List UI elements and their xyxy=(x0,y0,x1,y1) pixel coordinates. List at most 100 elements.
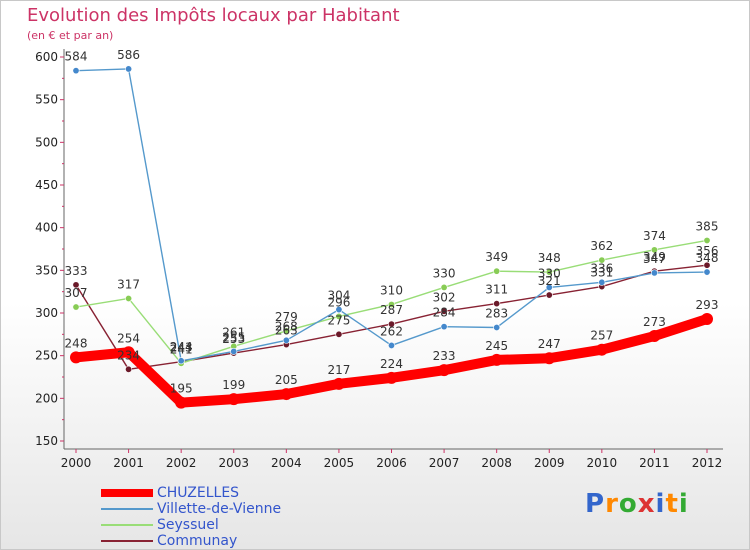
data-label-villette-de-vienne: 304 xyxy=(327,289,350,303)
x-tick-label: 2005 xyxy=(324,456,355,470)
data-label-villette-de-vienne: 244 xyxy=(170,340,193,354)
data-label-communay: 253 xyxy=(222,332,245,346)
data-label-communay: 356 xyxy=(696,244,719,258)
data-label-chuzelles: 233 xyxy=(433,349,456,363)
legend-item: Seyssuel xyxy=(101,517,361,533)
data-label-chuzelles: 245 xyxy=(485,339,508,353)
data-label-chuzelles: 217 xyxy=(327,363,350,377)
legend-item: Villette-de-Vienne xyxy=(101,501,361,517)
data-point-villette-de-vienne xyxy=(650,269,658,277)
x-tick-label: 2007 xyxy=(429,456,460,470)
x-tick-label: 2012 xyxy=(692,456,723,470)
data-point-villette-de-vienne xyxy=(125,65,133,73)
logo-letter: x xyxy=(637,489,656,519)
legend-label: CHUZELLES xyxy=(157,485,240,501)
data-point-chuzelles xyxy=(175,396,188,409)
data-point-villette-de-vienne xyxy=(440,323,448,331)
data-point-chuzelles xyxy=(648,330,661,343)
y-tick-label: 400 xyxy=(35,221,58,235)
data-label-villette-de-vienne: 268 xyxy=(275,319,298,333)
legend-label: Seyssuel xyxy=(157,517,219,533)
data-point-communay xyxy=(440,307,448,315)
data-point-villette-de-vienne xyxy=(230,347,238,355)
data-label-seyssuel: 362 xyxy=(590,239,613,253)
data-label-villette-de-vienne: 330 xyxy=(538,266,561,280)
data-label-seyssuel: 317 xyxy=(117,277,140,291)
chart-subtitle: (en € et par an) xyxy=(27,29,114,42)
series-layer xyxy=(70,65,713,409)
data-point-seyssuel xyxy=(545,268,553,276)
data-point-communay xyxy=(493,300,501,308)
x-tick-label: 2002 xyxy=(166,456,197,470)
proxiti-logo: Proxiti xyxy=(585,489,689,519)
legend-item: CHUZELLES xyxy=(101,485,361,501)
data-label-chuzelles: 224 xyxy=(380,357,403,371)
data-point-seyssuel xyxy=(598,256,606,264)
data-point-chuzelles xyxy=(438,364,451,377)
data-point-villette-de-vienne xyxy=(703,268,711,276)
data-label-communay: 287 xyxy=(380,303,403,317)
data-label-communay: 275 xyxy=(327,313,350,327)
data-label-communay: 263 xyxy=(275,324,298,338)
data-label-seyssuel: 374 xyxy=(643,229,666,243)
data-label-seyssuel: 385 xyxy=(696,219,719,233)
data-point-seyssuel xyxy=(440,283,448,291)
x-tick-label: 2009 xyxy=(534,456,565,470)
data-label-villette-de-vienne: 255 xyxy=(222,330,245,344)
data-label-villette-de-vienne: 347 xyxy=(643,252,666,266)
y-tick-label: 450 xyxy=(35,178,58,192)
y-tick-label: 150 xyxy=(35,434,58,448)
data-point-seyssuel xyxy=(72,303,80,311)
x-tick-label: 2008 xyxy=(481,456,512,470)
data-label-villette-de-vienne: 336 xyxy=(590,261,613,275)
data-point-villette-de-vienne xyxy=(282,336,290,344)
data-label-seyssuel: 241 xyxy=(170,342,193,356)
data-point-chuzelles xyxy=(385,371,398,384)
data-point-communay xyxy=(703,261,711,269)
data-point-seyssuel xyxy=(493,267,501,275)
data-point-communay xyxy=(72,281,80,289)
data-point-villette-de-vienne xyxy=(598,278,606,286)
data-point-villette-de-vienne xyxy=(545,283,553,291)
data-label-communay: 331 xyxy=(590,266,613,280)
data-label-villette-de-vienne: 284 xyxy=(433,306,456,320)
data-label-villette-de-vienne: 262 xyxy=(380,324,403,338)
data-point-chuzelles xyxy=(332,377,345,390)
data-label-communay: 243 xyxy=(170,341,193,355)
data-point-seyssuel xyxy=(335,312,343,320)
x-tick-label: 2000 xyxy=(61,456,92,470)
data-label-communay: 234 xyxy=(117,348,140,362)
data-label-villette-de-vienne: 586 xyxy=(117,48,140,62)
data-label-communay: 349 xyxy=(643,250,666,264)
data-point-villette-de-vienne xyxy=(72,67,80,75)
data-point-communay xyxy=(545,291,553,299)
data-label-communay: 321 xyxy=(538,274,561,288)
data-point-communay xyxy=(335,330,343,338)
data-label-communay: 333 xyxy=(65,264,88,278)
data-point-chuzelles xyxy=(595,343,608,356)
legend-swatch xyxy=(101,524,153,526)
data-point-villette-de-vienne xyxy=(177,357,185,365)
x-tick-label: 2004 xyxy=(271,456,302,470)
x-tick-label: 2011 xyxy=(639,456,670,470)
data-label-chuzelles: 248 xyxy=(65,336,88,350)
data-label-seyssuel: 307 xyxy=(65,286,88,300)
legend-label: Communay xyxy=(157,533,238,549)
data-point-chuzelles xyxy=(543,352,556,365)
y-tick-label: 300 xyxy=(35,306,58,320)
data-label-chuzelles: 273 xyxy=(643,315,666,329)
x-tick-label: 2006 xyxy=(376,456,407,470)
data-point-chuzelles xyxy=(490,353,503,366)
logo-letter: P xyxy=(585,489,606,519)
data-point-communay xyxy=(125,365,133,373)
data-point-chuzelles xyxy=(280,388,293,401)
data-label-seyssuel: 348 xyxy=(538,251,561,265)
data-point-seyssuel xyxy=(282,327,290,335)
data-label-villette-de-vienne: 283 xyxy=(485,307,508,321)
data-label-villette-de-vienne: 348 xyxy=(696,251,719,265)
data-label-chuzelles: 247 xyxy=(538,337,561,351)
logo-letter: t xyxy=(665,489,679,519)
legend-swatch xyxy=(101,540,153,542)
